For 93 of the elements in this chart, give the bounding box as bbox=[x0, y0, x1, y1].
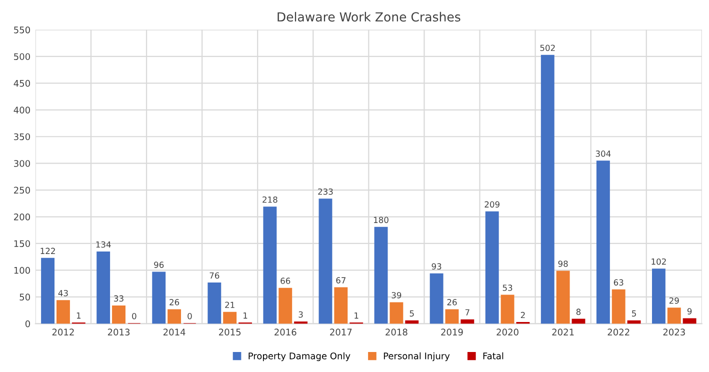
data-label: 2 bbox=[520, 312, 525, 318]
x-tick-label: 2019 bbox=[441, 328, 463, 336]
bar bbox=[96, 251, 110, 324]
data-label: 39 bbox=[392, 292, 402, 298]
y-tick-label: 300 bbox=[14, 160, 30, 167]
bar bbox=[278, 288, 292, 324]
x-tick-label: 2014 bbox=[163, 328, 186, 336]
data-label: 21 bbox=[225, 302, 234, 308]
data-label: 29 bbox=[669, 297, 679, 304]
y-tick-label: 350 bbox=[14, 133, 30, 140]
bar bbox=[485, 211, 499, 324]
bar bbox=[460, 319, 474, 324]
chart-title: Delaware Work Zone Crashes bbox=[278, 12, 460, 22]
data-label: 26 bbox=[170, 299, 180, 306]
y-tick-label: 550 bbox=[14, 26, 30, 34]
data-label: 134 bbox=[96, 241, 111, 248]
bar bbox=[334, 287, 348, 324]
bar bbox=[430, 273, 444, 324]
data-label: 96 bbox=[154, 262, 164, 268]
y-tick-label: 450 bbox=[14, 80, 30, 87]
bar bbox=[56, 300, 70, 324]
bar bbox=[208, 282, 222, 324]
x-tick-label: 2022 bbox=[608, 328, 630, 336]
bar bbox=[652, 268, 666, 324]
bar bbox=[374, 226, 388, 324]
x-tick-label: 2020 bbox=[496, 328, 518, 336]
bar bbox=[572, 318, 586, 324]
data-label: 1 bbox=[354, 312, 358, 319]
data-label: 102 bbox=[652, 258, 666, 265]
bar bbox=[390, 302, 404, 324]
bar bbox=[627, 320, 641, 324]
data-label: 233 bbox=[318, 188, 333, 195]
x-tick-label: 2016 bbox=[274, 328, 296, 336]
bar bbox=[112, 305, 126, 324]
data-label: 209 bbox=[484, 201, 500, 208]
bar bbox=[596, 160, 610, 324]
bar bbox=[405, 320, 419, 324]
y-tick-label: 500 bbox=[14, 53, 30, 60]
bar bbox=[667, 308, 681, 324]
bar bbox=[445, 309, 459, 324]
y-tick-label: 100 bbox=[14, 266, 30, 274]
bar bbox=[41, 258, 55, 324]
legend-label: Personal Injury bbox=[384, 352, 450, 362]
y-tick-label: 200 bbox=[14, 214, 30, 220]
data-label: 98 bbox=[558, 260, 568, 267]
data-label: 43 bbox=[58, 290, 68, 296]
data-label: 304 bbox=[596, 150, 611, 157]
data-label: 218 bbox=[262, 196, 278, 203]
data-label: 53 bbox=[502, 284, 512, 291]
data-label: 0 bbox=[132, 312, 136, 320]
data-label: 5 bbox=[632, 310, 636, 317]
bar bbox=[540, 54, 554, 324]
y-tick-label: 50 bbox=[20, 294, 30, 300]
data-label: 5 bbox=[410, 310, 414, 317]
data-label: 33 bbox=[114, 295, 124, 302]
data-label: 8 bbox=[576, 308, 581, 315]
data-label: 7 bbox=[465, 309, 470, 316]
data-label: 76 bbox=[210, 272, 220, 279]
data-label: 66 bbox=[280, 278, 290, 284]
data-label: 63 bbox=[614, 279, 624, 286]
data-label: 67 bbox=[336, 277, 346, 284]
bar bbox=[612, 289, 626, 324]
data-label: 0 bbox=[188, 312, 192, 320]
bar bbox=[263, 206, 277, 324]
data-label: 9 bbox=[687, 308, 692, 314]
data-label: 1 bbox=[244, 312, 248, 319]
data-label: 1 bbox=[76, 312, 81, 319]
data-label: 180 bbox=[374, 216, 388, 224]
bar bbox=[682, 318, 696, 324]
x-tick-label: 2023 bbox=[663, 328, 685, 336]
legend-label: Fatal bbox=[483, 352, 504, 360]
bar bbox=[152, 272, 166, 324]
x-tick-label: 2015 bbox=[219, 328, 241, 336]
bar bbox=[318, 198, 332, 324]
data-label: 93 bbox=[432, 263, 442, 270]
y-tick-label: 250 bbox=[14, 186, 30, 194]
x-tick-label: 2021 bbox=[552, 328, 574, 336]
x-tick-label: 2018 bbox=[386, 328, 408, 336]
y-tick-label: 150 bbox=[14, 240, 30, 248]
y-tick-label: 400 bbox=[14, 106, 30, 114]
bar bbox=[223, 312, 237, 324]
data-label: 502 bbox=[540, 44, 555, 52]
bar bbox=[500, 294, 514, 324]
data-label: 26 bbox=[447, 299, 457, 306]
bar bbox=[168, 309, 182, 324]
bar bbox=[556, 270, 570, 324]
legend-label: Property Damage Only bbox=[248, 352, 350, 362]
x-tick-label: 2013 bbox=[108, 328, 130, 336]
data-label: 3 bbox=[298, 311, 303, 318]
y-tick-label: 0 bbox=[25, 320, 30, 328]
x-tick-label: 2017 bbox=[330, 328, 352, 336]
data-label: 122 bbox=[40, 248, 55, 254]
x-tick-label: 2012 bbox=[52, 328, 74, 336]
